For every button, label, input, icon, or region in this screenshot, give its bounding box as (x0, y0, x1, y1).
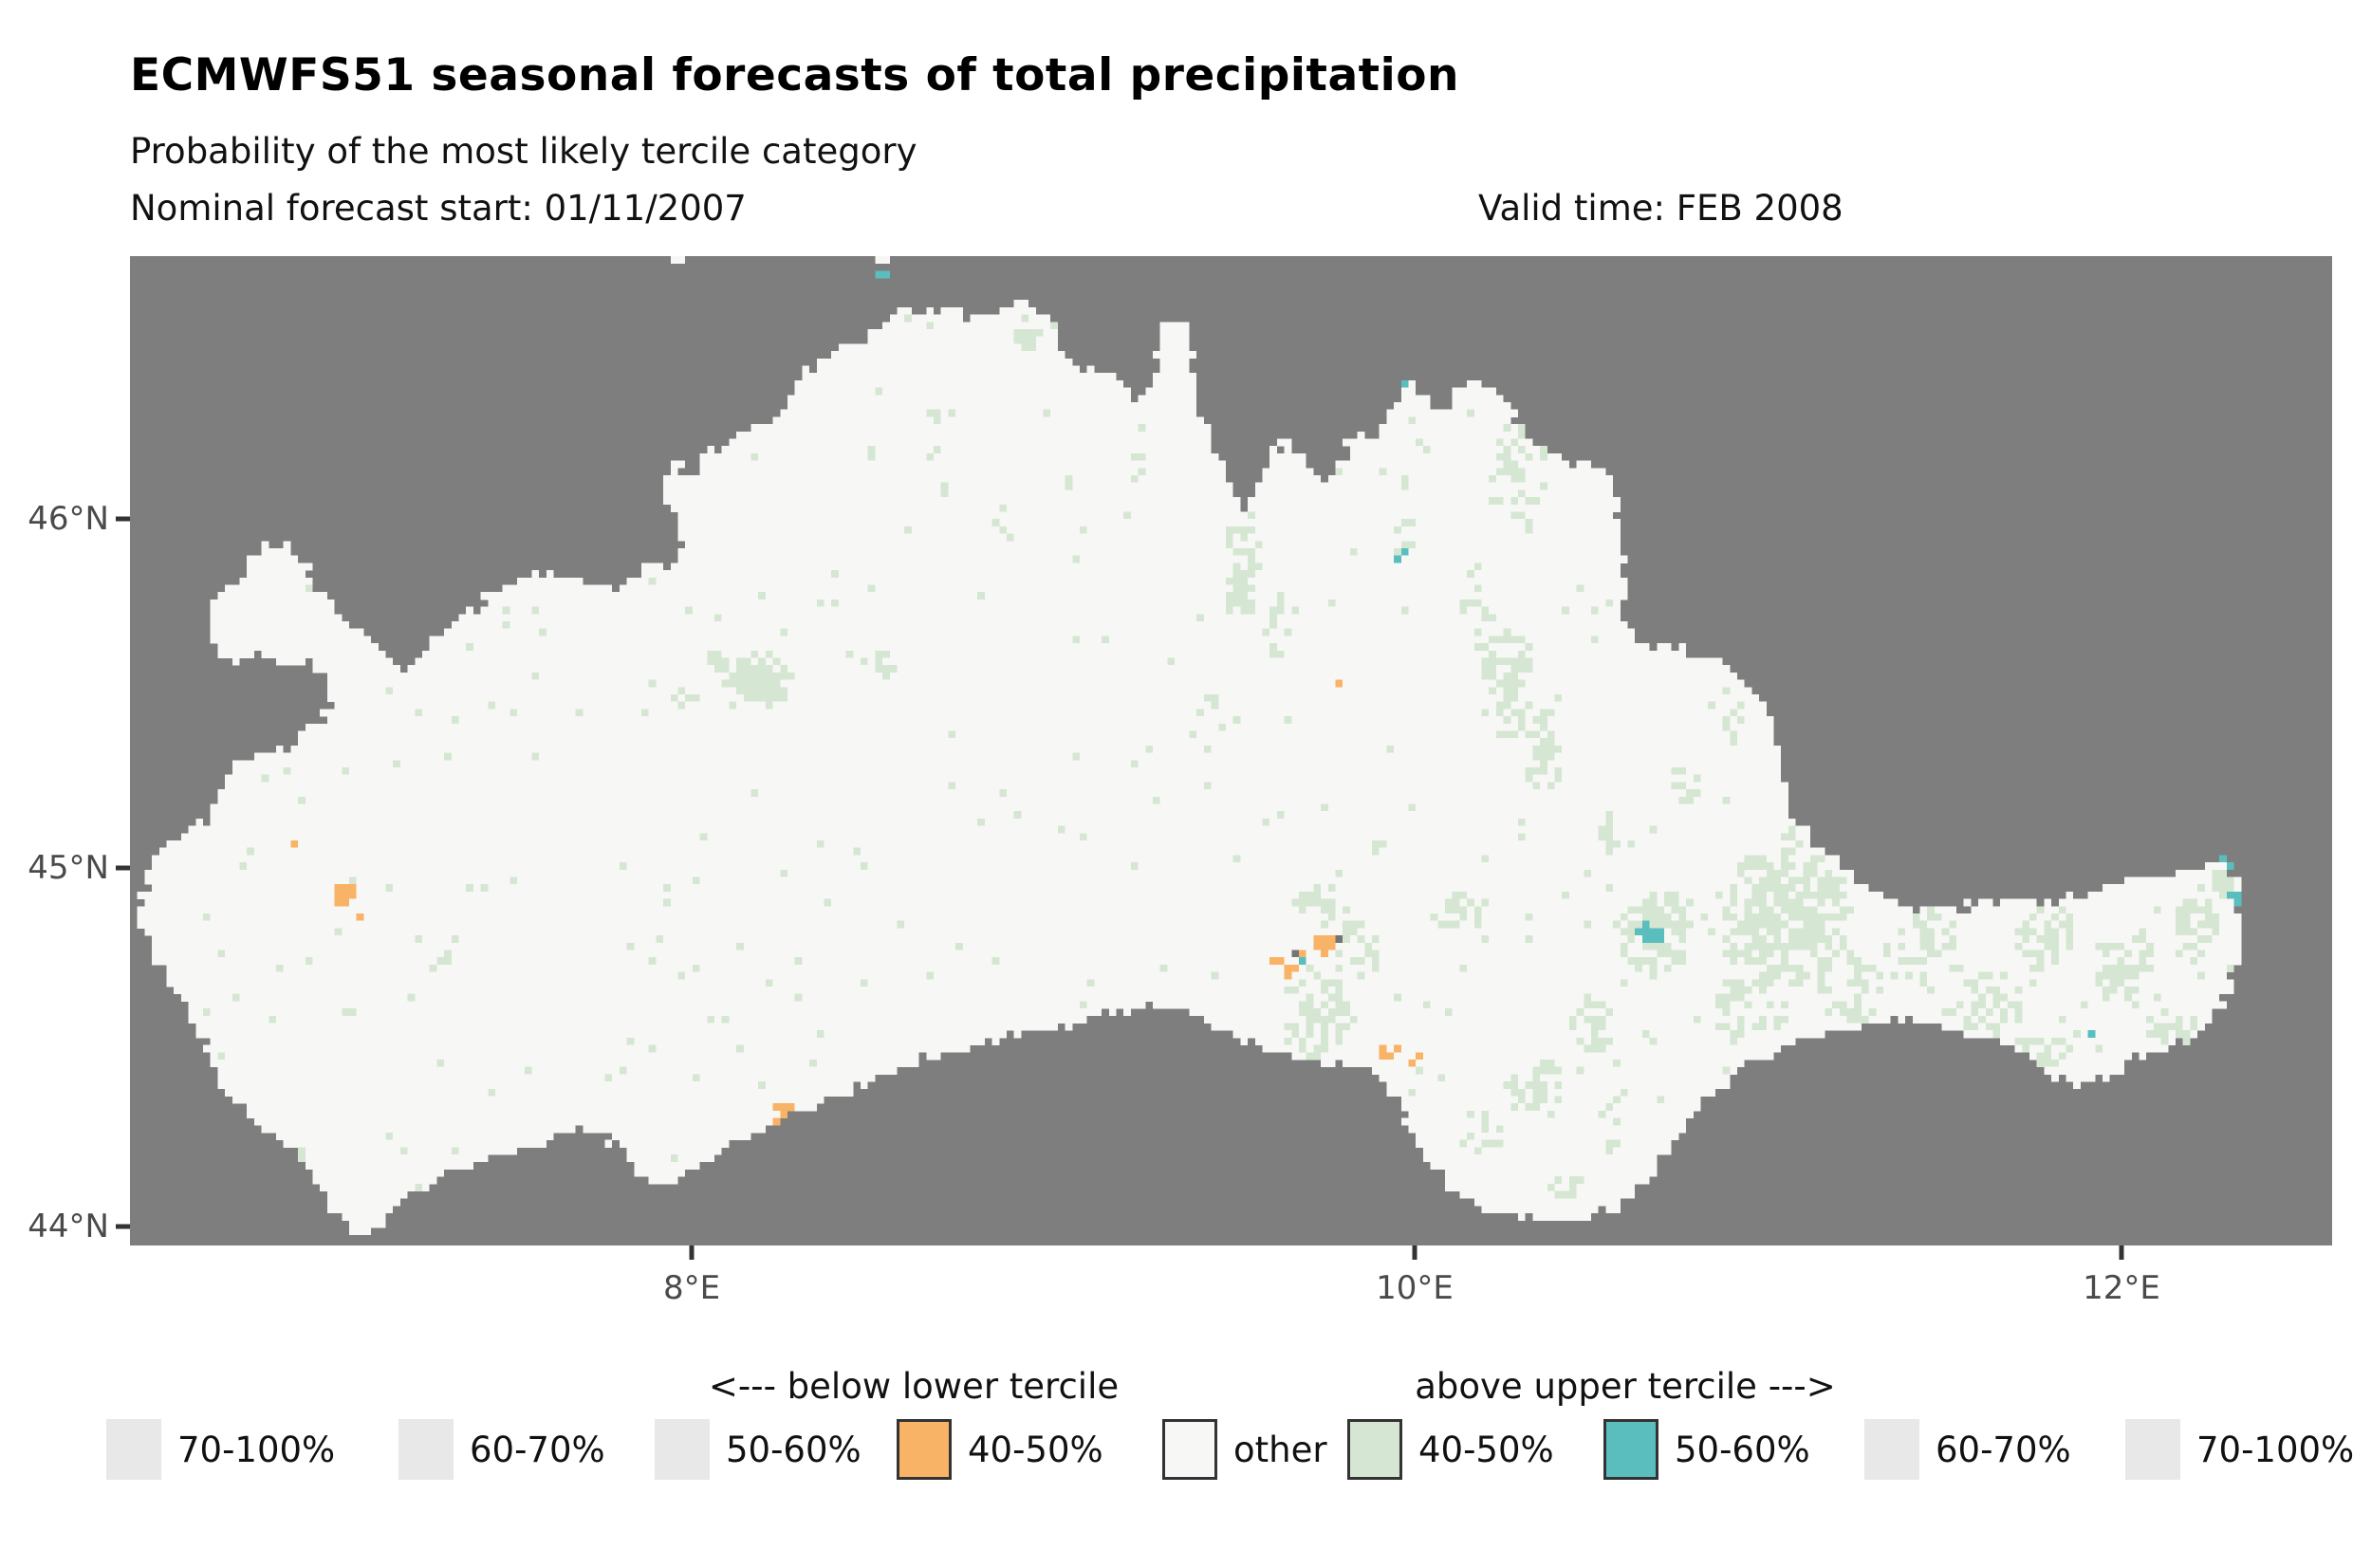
legend-swatch (1162, 1419, 1217, 1480)
y-tick-mark (116, 516, 130, 522)
x-tick-label: 8°E (662, 1269, 721, 1307)
x-tick-mark (1412, 1245, 1417, 1260)
legend-label: 60-70% (1936, 1429, 2071, 1470)
legend-swatch (897, 1419, 952, 1480)
legend-swatch (1603, 1419, 1658, 1480)
legend-label: 40-50% (968, 1429, 1103, 1470)
valid-time-label: Valid time: FEB 2008 (1478, 188, 1843, 229)
x-tick-mark (2119, 1245, 2124, 1260)
y-tick-label: 44°N (28, 1208, 109, 1245)
forecast-start-label: Nominal forecast start: 01/11/2007 (130, 188, 747, 229)
map-panel (130, 256, 2332, 1245)
y-tick-mark (116, 1224, 130, 1229)
x-tick-label: 10°E (1376, 1269, 1454, 1307)
legend-item: 70-100% (106, 1417, 335, 1482)
legend-swatch (398, 1419, 454, 1480)
legend-swatch (1347, 1419, 1402, 1480)
figure-title: ECMWFS51 seasonal forecasts of total pre… (130, 49, 1460, 101)
legend-label: 70-100% (177, 1429, 336, 1470)
x-tick-mark (689, 1245, 695, 1260)
legend-swatch (2125, 1419, 2180, 1480)
legend-item: 50-60% (1603, 1417, 1810, 1482)
y-tick-mark (116, 865, 130, 871)
legend-swatch (106, 1419, 161, 1480)
legend-item: 70-100% (2125, 1417, 2353, 1482)
precipitation-raster-map (130, 256, 2332, 1245)
legend-item: 60-70% (398, 1417, 605, 1482)
legend-item: 40-50% (1347, 1417, 1554, 1482)
y-tick-label: 45°N (28, 849, 109, 887)
y-tick-label: 46°N (28, 500, 109, 538)
legend-header-above-tercile: above upper tercile ---> (1415, 1366, 1836, 1407)
legend-label: 50-60% (726, 1429, 862, 1470)
legend-swatch (1864, 1419, 1919, 1480)
legend-item: 40-50% (897, 1417, 1103, 1482)
legend-label: 60-70% (470, 1429, 605, 1470)
legend-label: 40-50% (1418, 1429, 1554, 1470)
legend-item: 60-70% (1864, 1417, 2071, 1482)
figure-subtitle: Probability of the most likely tercile c… (130, 131, 917, 172)
x-tick-label: 12°E (2083, 1269, 2160, 1307)
legend-swatch (655, 1419, 710, 1480)
legend-item: other (1162, 1417, 1327, 1482)
legend-header-below-tercile: <--- below lower tercile (708, 1366, 1120, 1407)
legend-label: other (1233, 1429, 1327, 1470)
legend-label: 70-100% (2196, 1429, 2353, 1470)
legend-label: 50-60% (1675, 1429, 1810, 1470)
legend-item: 50-60% (655, 1417, 862, 1482)
